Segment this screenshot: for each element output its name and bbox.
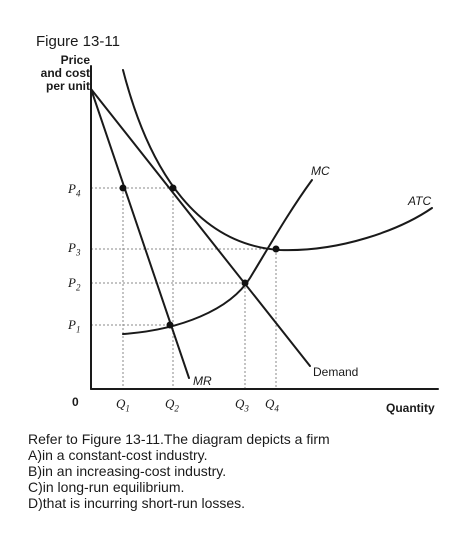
mr-curve xyxy=(90,88,190,379)
option-c: C)in long-run equilibrium. xyxy=(28,479,185,495)
tick-q2: Q2 xyxy=(165,396,179,414)
option-d: D)that is incurring short-run losses. xyxy=(28,495,246,511)
origin-label: 0 xyxy=(72,395,79,409)
figure-13-11: Figure 13-11 Price and cost per unit xyxy=(36,33,439,415)
option-a: A)in a constant-cost industry. xyxy=(28,447,208,463)
point-p3-q4-mc-atc xyxy=(272,245,280,253)
y-axis-label-line-1: Price xyxy=(60,53,90,67)
option-b: B)in an increasing-cost industry. xyxy=(28,463,227,479)
atc-label: ATC xyxy=(408,194,432,208)
tick-q4: Q4 xyxy=(265,396,279,414)
point-p2-q3-mc-demand xyxy=(241,279,249,287)
question-stem: Refer to Figure 13-11.The diagram depict… xyxy=(28,431,330,447)
point-p4-q2-demand-atc xyxy=(169,184,177,192)
demand-label: Demand xyxy=(313,365,359,379)
x-axis-label: Quantity xyxy=(386,401,435,415)
point-p1-q2-mr-mc xyxy=(166,321,174,329)
mc-curve xyxy=(122,179,313,335)
y-axis-label-line-2: and cost xyxy=(40,66,90,80)
tick-q1: Q1 xyxy=(116,396,130,414)
tick-q3: Q3 xyxy=(235,396,249,414)
mc-label: MC xyxy=(311,164,330,178)
point-p4-q1-mr xyxy=(119,184,127,192)
y-axis-label: Price and cost per unit xyxy=(40,54,90,93)
mr-label: MR xyxy=(193,374,212,388)
demand-curve xyxy=(90,88,311,367)
figure-title: Figure 13-11 xyxy=(36,33,120,50)
atc-curve xyxy=(122,69,433,252)
tick-p2: P2 xyxy=(68,275,81,293)
tick-p3: P3 xyxy=(68,240,81,258)
y-axis-label-line-3: per unit xyxy=(46,79,90,93)
chart-plot xyxy=(90,65,439,390)
tick-p4: P4 xyxy=(68,181,81,199)
tick-p1: P1 xyxy=(68,317,81,335)
question-block: Refer to Figure 13-11.The diagram depict… xyxy=(28,431,458,511)
